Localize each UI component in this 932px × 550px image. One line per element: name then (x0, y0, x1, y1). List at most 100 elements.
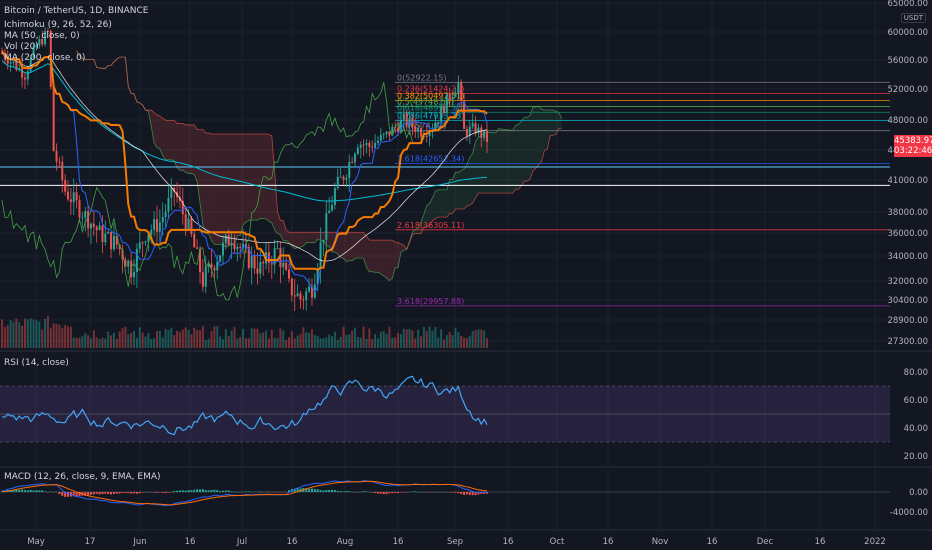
cloud-segment (484, 132, 488, 194)
volume-bar (302, 327, 305, 348)
volume-bar (362, 326, 365, 348)
signal-line (1, 480, 488, 506)
volume-bar (181, 329, 184, 348)
macd-title[interactable]: MACD (12, 26, close, 9, EMA, EMA) (4, 472, 161, 482)
candle-body (201, 272, 204, 287)
time-axis-label: 16 (393, 537, 404, 547)
time-axis-label: Jul (236, 537, 247, 547)
candle-body (89, 223, 92, 229)
cloud-segment (538, 106, 542, 165)
horizontal-lines[interactable] (0, 166, 890, 186)
candle-body (64, 180, 67, 192)
macd-histogram-bar (115, 492, 118, 494)
cloud-segment (464, 164, 467, 210)
volume-bar (331, 336, 334, 348)
volume-bar (328, 334, 331, 348)
volume-bar (359, 337, 362, 348)
volume-bar (75, 337, 78, 348)
volume-bar (460, 335, 463, 348)
candle-body (288, 269, 290, 279)
macd-histogram-bar (161, 492, 164, 493)
volume-bar (38, 321, 41, 348)
candle-body (376, 140, 379, 144)
macd-histogram-bar (244, 491, 247, 492)
cloud-segment (375, 240, 378, 273)
symbol-title[interactable]: Bitcoin / TetherUS, 1D, BINANCE (4, 6, 148, 17)
candle-body (112, 235, 115, 250)
candle-body (365, 142, 368, 145)
indicator-ma50[interactable]: MA (50, close, 0) (4, 31, 80, 42)
volume-bar (319, 338, 322, 348)
candle-body (333, 188, 336, 205)
macd-histogram-bar (124, 492, 127, 493)
candle-body (242, 243, 245, 248)
volume-bar (29, 318, 32, 348)
volume-bar (72, 337, 75, 348)
cloud-segment (309, 232, 312, 243)
volume-bar (247, 338, 250, 348)
candle-body (204, 266, 207, 287)
indicator-lines (1, 50, 488, 301)
macd-histogram-bar (147, 491, 150, 493)
currency-unit[interactable]: USDT (900, 13, 926, 23)
volume-bar (451, 335, 454, 348)
cloud-segment (300, 232, 304, 248)
candle-body (262, 261, 265, 264)
macd-histogram-bar (21, 489, 24, 492)
indicator-volume[interactable]: Vol (20) (4, 42, 39, 53)
candle-body (44, 30, 47, 45)
candle-body (161, 216, 164, 223)
price-axis-label: 30400.00 (887, 296, 928, 306)
volume-bar (127, 334, 130, 348)
cloud-segment (550, 109, 554, 136)
volume-bar (213, 326, 216, 348)
volume-bar (107, 331, 110, 348)
volume-bar (414, 338, 417, 348)
volume-bar (339, 336, 342, 348)
tenkan-sen (1, 50, 488, 293)
candle-body (184, 214, 187, 229)
candle-body (442, 106, 445, 113)
candle-body (164, 211, 167, 217)
volume-bar (336, 339, 339, 348)
candle-body (239, 246, 242, 248)
indicator-ichimoku[interactable]: Ichimoku (9, 26, 52, 26) (4, 20, 112, 31)
rsi-title[interactable]: RSI (14, close) (4, 358, 69, 368)
macd-histogram-bar (451, 492, 454, 493)
macd-histogram-bar (339, 491, 342, 492)
candle-body (213, 267, 216, 271)
macd-histogram-bar (130, 492, 133, 494)
macd-histogram-bar (411, 491, 414, 493)
volume-bar (279, 328, 282, 348)
cloud-segment (389, 240, 393, 281)
cloud-segment (182, 123, 186, 173)
candle-body (46, 30, 49, 32)
macd-histogram-bar (9, 490, 12, 492)
candle-body (354, 153, 357, 163)
macd-histogram-bar (52, 491, 55, 493)
cloud-segment (535, 106, 539, 169)
volume-bar (61, 327, 64, 348)
cloud-segment (418, 221, 422, 234)
macd-histogram-bar (365, 491, 368, 492)
ma-50-line (1, 52, 488, 262)
time-axis-label: Sep (447, 537, 463, 547)
macd-histogram-bar (49, 491, 52, 492)
candle-body (87, 211, 90, 229)
macd-histogram-bar (210, 489, 213, 492)
cloud-segment (240, 134, 244, 236)
indicator-ma200[interactable]: MA (200, close, 0) (4, 53, 85, 64)
volume-bar (417, 329, 420, 348)
bar-countdown: 03:22:46 (894, 146, 932, 156)
candle-body (356, 147, 359, 154)
candle-body (124, 259, 127, 267)
cloud-segment (277, 212, 281, 235)
fibonacci-extension[interactable]: 0(52922.15) 0.236(51424.21)0.382(50497.51… (395, 73, 890, 307)
volume-bar (69, 326, 72, 348)
macd-histogram-bar (371, 492, 374, 493)
macd-histogram-bar (144, 491, 147, 493)
candle-body (351, 161, 354, 163)
volume-bar (265, 330, 268, 348)
candle-body (181, 200, 184, 215)
